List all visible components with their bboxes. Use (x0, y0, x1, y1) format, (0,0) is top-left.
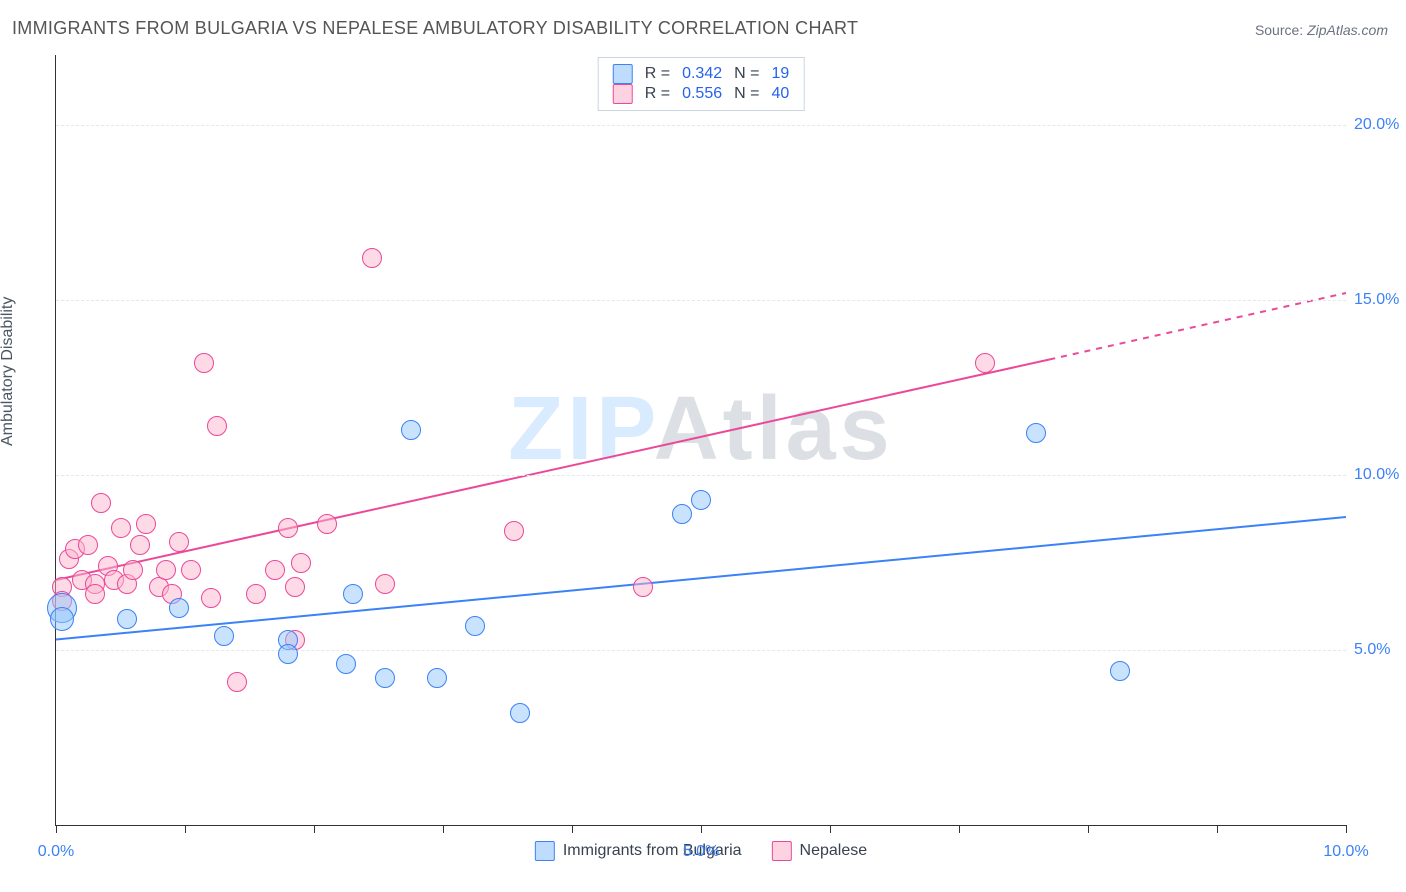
scatter-point-blue (465, 616, 485, 636)
scatter-point-pink (85, 584, 105, 604)
scatter-point-pink (375, 574, 395, 594)
scatter-point-pink (285, 577, 305, 597)
gridline (56, 650, 1346, 651)
n-label: N = (734, 65, 759, 83)
scatter-point-pink (123, 560, 143, 580)
x-tick (314, 825, 315, 833)
x-tick (185, 825, 186, 833)
scatter-point-pink (181, 560, 201, 580)
scatter-point-blue (50, 607, 74, 631)
trend-lines-layer (56, 55, 1346, 825)
scatter-point-pink (291, 553, 311, 573)
scatter-point-blue (401, 420, 421, 440)
scatter-point-blue (214, 626, 234, 646)
scatter-point-pink (362, 248, 382, 268)
trend-line (56, 360, 1049, 581)
scatter-point-pink (130, 535, 150, 555)
source-value: ZipAtlas.com (1307, 22, 1388, 38)
x-tick (1217, 825, 1218, 833)
scatter-point-pink (207, 416, 227, 436)
scatter-point-pink (136, 514, 156, 534)
scatter-point-pink (633, 577, 653, 597)
x-tick-label: 5.0% (683, 843, 719, 861)
x-tick (1088, 825, 1089, 833)
legend-stats: R = 0.342 N = 19 R = 0.556 N = 40 (598, 57, 805, 111)
r-value-pink: 0.556 (682, 85, 722, 103)
scatter-point-pink (504, 521, 524, 541)
x-tick (1346, 825, 1347, 833)
n-value-pink: 40 (771, 85, 789, 103)
scatter-point-blue (691, 490, 711, 510)
gridline (56, 300, 1346, 301)
swatch-pink-icon (613, 84, 633, 104)
n-label: N = (734, 85, 759, 103)
gridline (56, 125, 1346, 126)
swatch-blue-icon (535, 841, 555, 861)
scatter-point-pink (194, 353, 214, 373)
r-value-blue: 0.342 (682, 65, 722, 83)
x-tick (572, 825, 573, 833)
scatter-point-pink (227, 672, 247, 692)
scatter-point-pink (111, 518, 131, 538)
scatter-point-pink (201, 588, 221, 608)
scatter-point-blue (1110, 661, 1130, 681)
scatter-point-pink (91, 493, 111, 513)
scatter-point-pink (156, 560, 176, 580)
trend-line (56, 517, 1346, 640)
r-label: R = (645, 85, 670, 103)
legend-item-pink: Nepalese (772, 841, 868, 861)
scatter-point-blue (1026, 423, 1046, 443)
trend-line (1049, 293, 1346, 360)
legend-label-pink: Nepalese (800, 842, 868, 859)
scatter-point-pink (78, 535, 98, 555)
scatter-point-pink (278, 518, 298, 538)
chart-title: IMMIGRANTS FROM BULGARIA VS NEPALESE AMB… (12, 18, 858, 39)
source-label: Source: (1255, 22, 1307, 38)
swatch-pink-icon (772, 841, 792, 861)
x-tick (56, 825, 57, 833)
y-tick-label: 15.0% (1354, 291, 1406, 309)
y-tick-label: 20.0% (1354, 116, 1406, 134)
swatch-blue-icon (613, 64, 633, 84)
scatter-point-blue (343, 584, 363, 604)
scatter-plot: ZIPAtlas R = 0.342 N = 19 R = 0.556 N = … (55, 55, 1346, 826)
x-tick (959, 825, 960, 833)
n-value-blue: 19 (771, 65, 789, 83)
scatter-point-pink (246, 584, 266, 604)
scatter-point-pink (265, 560, 285, 580)
x-tick-label: 10.0% (1323, 843, 1368, 861)
y-tick-label: 5.0% (1354, 641, 1406, 659)
scatter-point-pink (975, 353, 995, 373)
scatter-point-blue (278, 644, 298, 664)
y-tick-label: 10.0% (1354, 466, 1406, 484)
gridline (56, 475, 1346, 476)
scatter-point-blue (427, 668, 447, 688)
scatter-point-blue (672, 504, 692, 524)
scatter-point-pink (169, 532, 189, 552)
legend-stats-row-blue: R = 0.342 N = 19 (613, 64, 790, 84)
legend-stats-row-pink: R = 0.556 N = 40 (613, 84, 790, 104)
scatter-point-pink (317, 514, 337, 534)
scatter-point-blue (510, 703, 530, 723)
x-tick (443, 825, 444, 833)
scatter-point-blue (169, 598, 189, 618)
source-line: Source: ZipAtlas.com (1255, 22, 1388, 38)
scatter-point-blue (375, 668, 395, 688)
y-axis-label: Ambulatory Disability (0, 297, 17, 446)
x-tick (701, 825, 702, 833)
x-tick (830, 825, 831, 833)
scatter-point-blue (336, 654, 356, 674)
r-label: R = (645, 65, 670, 83)
x-tick-label: 0.0% (38, 843, 74, 861)
scatter-point-blue (117, 609, 137, 629)
